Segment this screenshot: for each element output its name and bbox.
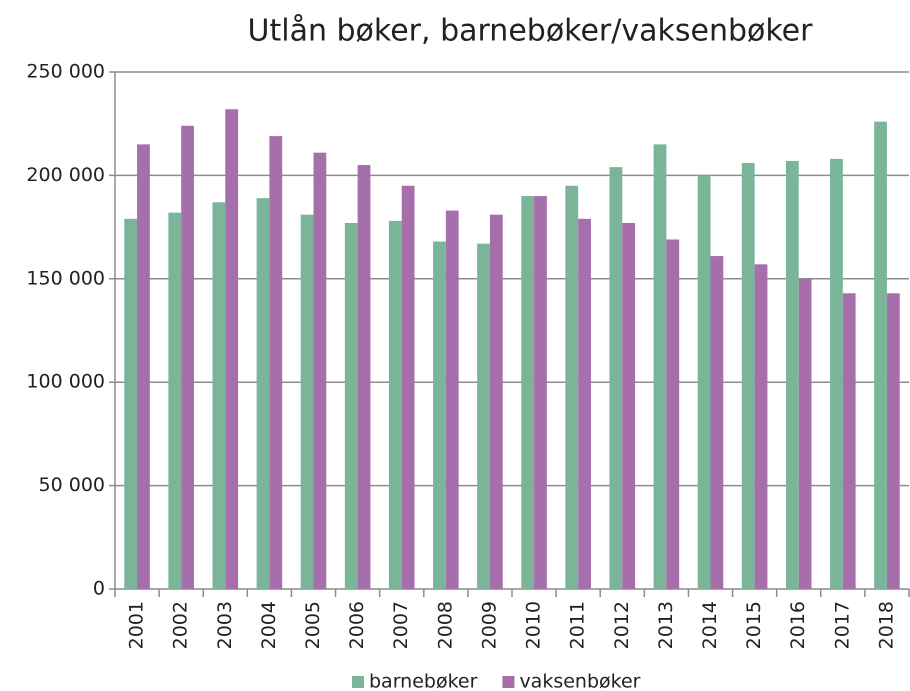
x-tick-label: 2003: [214, 601, 236, 649]
chart-title: Utlån bøker, barnebøker/vaksenbøker: [248, 14, 814, 49]
x-tick-label: 2007: [390, 601, 412, 649]
bar: [137, 144, 150, 589]
bar: [830, 158, 843, 589]
bar: [357, 165, 371, 589]
bar: [445, 210, 459, 589]
bar: [741, 162, 755, 589]
bar: [874, 121, 887, 589]
y-tick-label: 200 000: [26, 164, 105, 186]
x-tick-label: 2004: [258, 601, 280, 649]
bar: [798, 278, 812, 589]
x-tick-label: 2018: [875, 601, 897, 649]
x-tick-label: 2015: [743, 601, 765, 649]
bar: [168, 212, 182, 589]
bar: [477, 243, 490, 590]
x-tick-label: 2009: [478, 601, 500, 649]
bar: [886, 293, 900, 589]
bar: [489, 214, 503, 589]
x-tick-label: 2010: [523, 601, 545, 649]
bar: [313, 152, 327, 590]
bar: [565, 185, 579, 590]
x-tick-label: 2017: [831, 601, 853, 649]
bar: [666, 239, 680, 589]
bar: [181, 125, 194, 589]
bar: [785, 160, 799, 589]
y-tick-label: 50 000: [39, 474, 105, 496]
x-tick-label: 2008: [434, 601, 456, 649]
bar: [388, 220, 402, 589]
bar: [609, 167, 623, 590]
bar: [521, 196, 535, 589]
bar: [697, 175, 711, 589]
x-tick-label: 2014: [699, 601, 721, 649]
x-tick-label: 2013: [655, 601, 677, 649]
y-tick-label: 100 000: [26, 371, 105, 393]
bar: [300, 214, 314, 589]
bar: [256, 198, 270, 589]
bar: [433, 241, 446, 590]
x-tick-label: 2005: [302, 601, 324, 649]
bar: [225, 109, 239, 589]
x-tick-label: 2001: [126, 601, 148, 649]
x-tick-label: 2011: [567, 601, 589, 649]
x-tick-label: 2006: [346, 601, 368, 649]
bar: [622, 222, 636, 590]
bar: [653, 144, 667, 589]
bar: [401, 185, 415, 590]
bar: [269, 136, 283, 589]
y-tick-label: 0: [93, 578, 105, 600]
bar: [534, 196, 547, 589]
bar: [124, 218, 138, 589]
bar: [842, 293, 856, 589]
legend-label: vaksenbøker: [519, 671, 640, 691]
bar: [578, 218, 591, 589]
x-tick-label: 2016: [787, 601, 809, 649]
bar: [710, 256, 724, 589]
x-tick-label: 2012: [611, 601, 633, 649]
legend-label: barnebøker: [369, 671, 478, 691]
legend-swatch: [352, 676, 364, 688]
bar: [754, 264, 768, 589]
y-tick-label: 150 000: [26, 267, 105, 289]
y-tick-label: 250 000: [26, 61, 105, 83]
bar: [344, 222, 358, 590]
bar: [212, 202, 226, 589]
x-tick-label: 2002: [170, 601, 192, 649]
legend-swatch: [502, 676, 515, 688]
